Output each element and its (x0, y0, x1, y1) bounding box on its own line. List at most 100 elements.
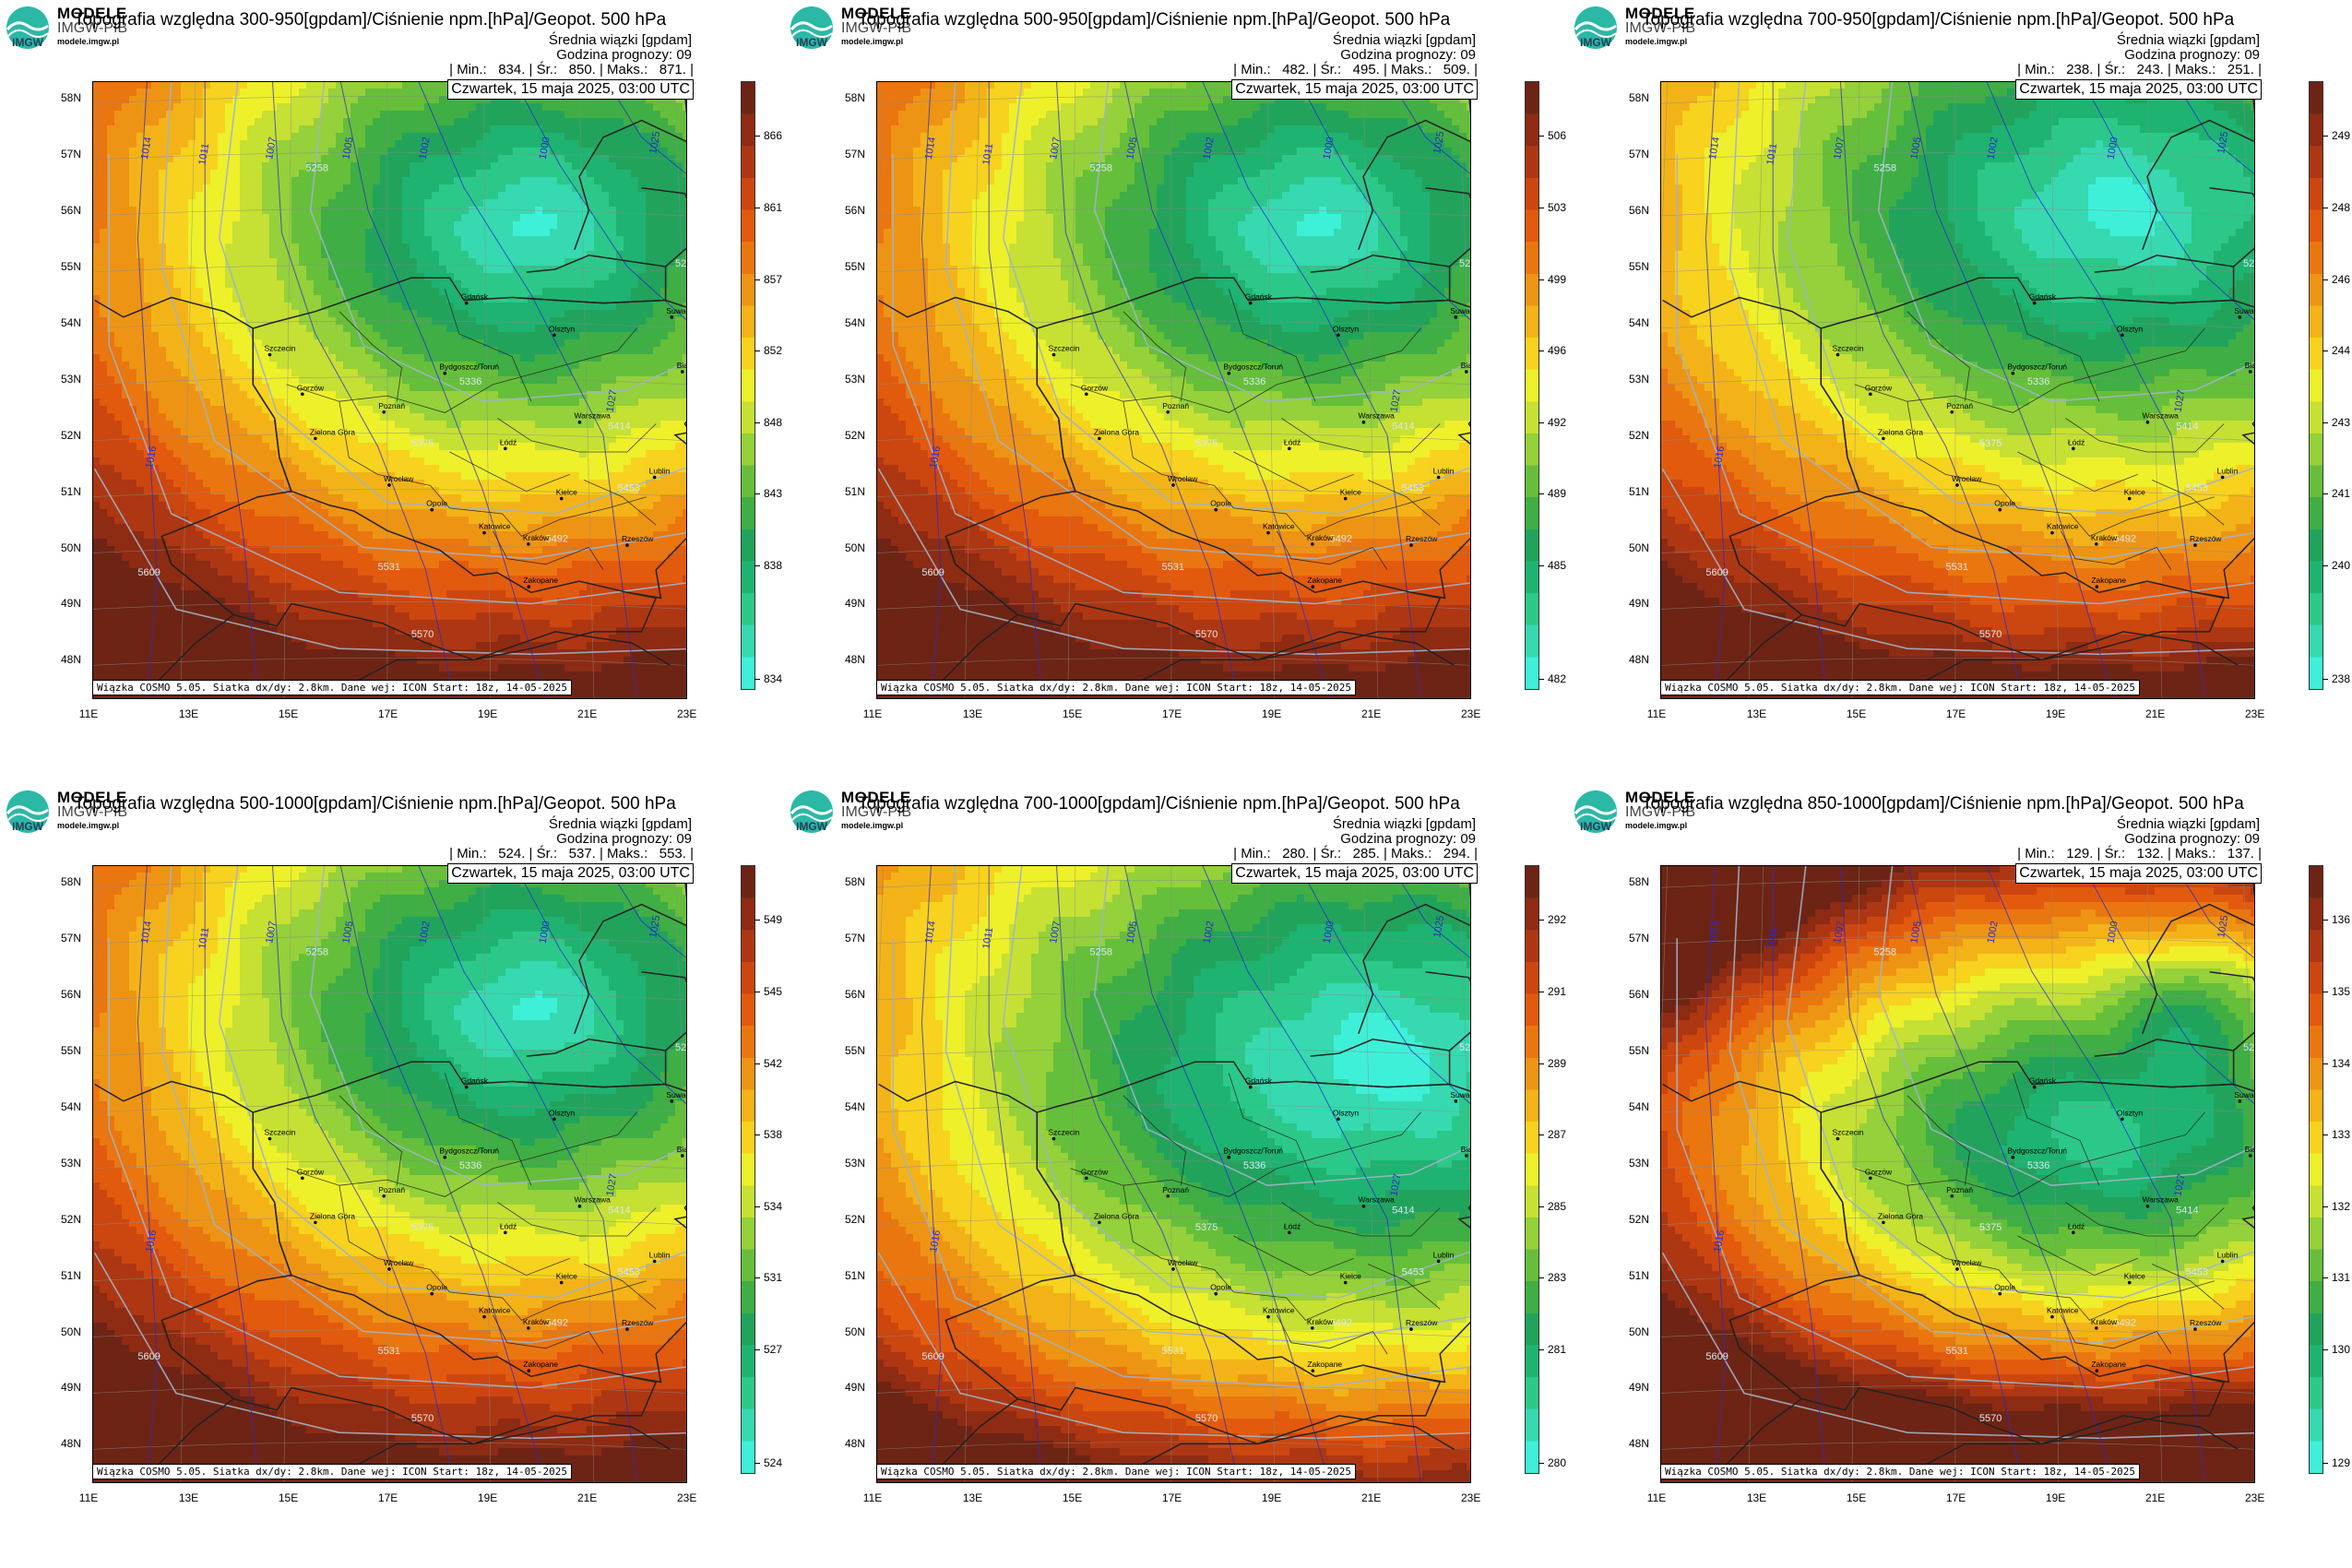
isobar-label: 1002 (1986, 921, 2001, 944)
city-label: Szczecin (1048, 1128, 1079, 1137)
latitude-label: 49N (845, 598, 865, 609)
city-label: Bydgoszcz/Toruń (439, 362, 499, 372)
city-label: Lublin (649, 466, 671, 475)
isobars (1705, 865, 2255, 1483)
brand-url: modele.imgw.pl (841, 821, 903, 830)
latitude-label: 56N (61, 989, 81, 1000)
colorbar-tick: 852 (764, 345, 782, 356)
city-label: Bydgoszcz/Toruń (1223, 362, 1283, 372)
isobar-label: 1027 (605, 1173, 620, 1197)
colorbar-tick-mark (2322, 1134, 2328, 1136)
city-label: Gorzów (297, 383, 325, 392)
colorbar-tick-mark (1538, 920, 1544, 921)
city-label: Gorzów (1081, 1167, 1109, 1176)
longitude-label: 17E (1162, 708, 1182, 719)
mean-label: Średnia wiązki [gpdam] (1333, 817, 1476, 832)
colorbar-tick-mark (754, 136, 760, 137)
geopotential-label: 5531 (1161, 562, 1183, 573)
city-dot (1436, 1259, 1441, 1264)
longitude-label: 23E (677, 708, 696, 719)
geopotential-label: 5414 (608, 1206, 630, 1217)
city-dot (1869, 1176, 1872, 1181)
longitude-label: 19E (2046, 1492, 2065, 1503)
geopotential-label: 5492 (546, 1317, 568, 1328)
isobar-label: 1014 (1707, 921, 1722, 944)
datetime-box: Czwartek, 15 maja 2025, 03:00 UTC (1231, 863, 1478, 884)
city-dot (670, 1099, 674, 1103)
city-dot (482, 1314, 486, 1319)
longitude-label: 19E (478, 708, 497, 719)
city-label: Łódź (1284, 437, 1301, 446)
city-label: Poznań (1946, 401, 1973, 410)
latitude-label: 53N (61, 374, 81, 385)
latitude-label: 53N (845, 374, 865, 385)
colorbar-tick-mark (2322, 350, 2328, 352)
longitude-label: 17E (378, 708, 398, 719)
city-label: Szczecin (1832, 1128, 1863, 1137)
latitude-label: 54N (1629, 1101, 1649, 1112)
isobar-label: 1016 (1712, 445, 1727, 469)
colorbar-tick-mark (2322, 1206, 2328, 1207)
colorbar-tick: 292 (1548, 914, 1566, 925)
colorbar-tick: 134 (2332, 1058, 2350, 1069)
latitude-label: 51N (845, 486, 865, 497)
brand-url: modele.imgw.pl (57, 821, 119, 830)
city-dot (2095, 542, 2098, 546)
imgw-logo: IMGW (6, 790, 49, 833)
geopotential-label: 5492 (1330, 533, 1352, 544)
city-dot (552, 1117, 556, 1122)
city-label: Wrocław (1168, 474, 1198, 483)
city-dot (680, 370, 684, 374)
geopotential-label: 5258 (305, 946, 327, 957)
brand-sub: IMGW-PIB (841, 21, 911, 36)
geopotential-label: 5414 (1392, 422, 1414, 433)
city-label: Opole (426, 1283, 447, 1292)
city-label: Białystok (677, 361, 687, 370)
city-dot (2248, 1154, 2252, 1158)
panel-title: Topografia względna 700-1000[gpdam]/Ciśn… (858, 795, 1460, 814)
footer-note: Wiązka COSMO 5.05. Siatka dx/dy: 2.8km. … (1660, 1464, 2140, 1479)
datetime-box: Czwartek, 15 maja 2025, 03:00 UTC (2015, 863, 2262, 884)
country-borders (94, 92, 687, 689)
isobar-label: 1005 (1908, 137, 1923, 160)
logo-letters: IMGW (1580, 820, 1612, 833)
city-dot (1311, 1326, 1314, 1330)
city-dot (443, 371, 447, 375)
graticule (876, 81, 1471, 699)
colorbar-tick: 248 (2332, 202, 2350, 213)
geopotential-label: 5414 (1392, 1206, 1414, 1217)
colorbar-tick: 492 (1548, 417, 1566, 428)
city-dot (2120, 333, 2124, 338)
city-markers: Gdańsk Suwałki Olsztyn Białystok Szczecin Byd… (1048, 1076, 1471, 1372)
geopotential-label: 5570 (411, 1413, 434, 1424)
latitude-label: 54N (845, 1101, 865, 1112)
city-label: Szczecin (1832, 344, 1863, 353)
isobar-label: 1002 (418, 921, 433, 944)
geopotential-label: 5258 (1873, 946, 1895, 957)
longitude-label: 21E (1361, 708, 1381, 719)
geopotential-label: 5531 (1945, 1346, 1967, 1357)
longitude-label: 17E (1162, 1492, 1182, 1503)
latitude-label: 48N (845, 1438, 865, 1449)
latitude-label: 48N (1629, 654, 1649, 665)
city-label: Warszawa (1358, 1195, 1395, 1205)
latitude-label: 54N (61, 317, 81, 328)
latitude-label: 51N (845, 1270, 865, 1281)
brand-sub: IMGW-PIB (1625, 805, 1695, 820)
geopotential-label: 5297 (2243, 1042, 2255, 1053)
city-label: Olsztyn (549, 324, 576, 333)
city-dot (1227, 1155, 1231, 1159)
latitude-label: 52N (845, 1214, 865, 1225)
colorbar-tick-mark (754, 493, 760, 495)
footer-note: Wiązka COSMO 5.05. Siatka dx/dy: 2.8km. … (876, 1464, 1356, 1479)
latitude-label: 54N (845, 317, 865, 328)
city-dot (1869, 392, 1872, 397)
colorbar-tick: 136 (2332, 914, 2350, 925)
colorbar-tick: 129 (2332, 1457, 2350, 1468)
city-dot (430, 1291, 434, 1296)
latitude-label: 50N (845, 542, 865, 553)
city-markers: Gdańsk Suwałki Olsztyn Białystok Szczecin Byd… (1048, 292, 1471, 588)
imgw-logo: IMGW (790, 6, 833, 49)
brand-url: modele.imgw.pl (57, 37, 119, 46)
city-label: Gdańsk (461, 1076, 489, 1086)
